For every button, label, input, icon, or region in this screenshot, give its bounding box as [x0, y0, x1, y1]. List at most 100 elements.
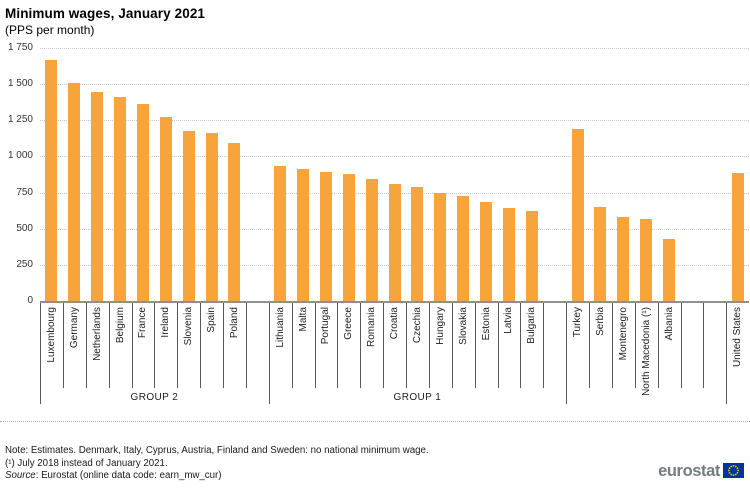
bar-slot-belgium: [109, 48, 132, 301]
axis-label-france: France: [137, 307, 149, 339]
bar-slot-bulgaria: [520, 48, 543, 301]
x-axis-labels: Luxembourg Germany Netherlands Belgium Franc…: [40, 303, 749, 396]
bars: [40, 48, 749, 301]
axis-cell-slovakia: Slovakia: [451, 303, 475, 388]
axis-cell-turkey: Turkey: [566, 303, 589, 388]
y-tick-label: 0: [27, 295, 33, 306]
axis-cell-romania: Romania: [360, 303, 383, 388]
axis-label-albania: Albania: [663, 307, 675, 341]
bar-bulgaria: [525, 210, 538, 301]
axis-label-bulgaria: Bulgaria: [526, 307, 538, 344]
axis-cell-north-macedonia: North Macedonia (¹): [634, 303, 658, 396]
axis-cell-united-states: United States: [726, 303, 749, 388]
axis-cell-empty: [543, 303, 566, 388]
bar-turkey: [571, 128, 584, 301]
bar-slot-serbia: [589, 48, 612, 301]
axis-label-serbia: Serbia: [594, 307, 606, 336]
bar-albania: [663, 238, 676, 301]
axis-label-slovakia: Slovakia: [457, 307, 469, 345]
axis-label-latvia: Latvia: [503, 307, 515, 334]
axis-label-netherlands: Netherlands: [91, 307, 103, 361]
note-source-line: Source: Eurostat (online data code: earn…: [5, 470, 429, 483]
axis-label-united-states: United States: [732, 307, 744, 368]
bar-slot-montenegro: [612, 48, 635, 301]
bar-slovenia: [182, 130, 195, 301]
axis-cell-spain: Spain: [200, 303, 223, 388]
bar-slovakia: [457, 196, 470, 301]
axis-label-ireland: Ireland: [160, 307, 172, 338]
axis-label-portugal: Portugal: [320, 307, 332, 345]
bar-slot-france: [132, 48, 155, 301]
bar-slot-turkey: [566, 48, 589, 301]
bar-latvia: [502, 207, 515, 301]
x-axis-groups: GROUP 2 GROUP 1: [40, 388, 749, 407]
axis-label-malta: Malta: [297, 307, 309, 332]
x-axis: Luxembourg Germany Netherlands Belgium Franc…: [40, 301, 749, 407]
note-line-2: (¹) July 2018 instead of January 2021.: [5, 457, 168, 469]
bar-slot-malta: [292, 48, 315, 301]
bar-serbia: [594, 207, 607, 301]
group-boundary-line: [40, 303, 41, 404]
bar-malta: [297, 169, 310, 301]
group-label-group-1: GROUP 1: [393, 392, 442, 403]
axis-label-slovenia: Slovenia: [183, 307, 195, 346]
bar-spain: [205, 133, 218, 301]
axis-cell-portugal: Portugal: [314, 303, 338, 388]
axis-cell-bulgaria: Bulgaria: [520, 303, 543, 388]
y-tick-label: 1 500: [7, 78, 33, 90]
bar-united-states: [731, 173, 744, 301]
source-label: Source: [5, 470, 36, 481]
axis-cell-slovenia: Slovenia: [177, 303, 200, 388]
bar-portugal: [319, 172, 332, 301]
bar-romania: [365, 178, 378, 301]
y-axis-ticks: 1 750 1 500 1 250 1 000 750 500 250 0: [0, 42, 36, 306]
bar-slot-lithuania: [269, 48, 292, 301]
bar-germany: [68, 83, 81, 301]
bar-netherlands: [91, 92, 104, 301]
axis-label-lithuania: Lithuania: [274, 307, 286, 348]
axis-cell-luxembourg: Luxembourg: [40, 303, 63, 388]
footer-divider: [0, 421, 750, 422]
bar-slot-slovakia: [452, 48, 475, 301]
axis-label-hungary: Hungary: [434, 307, 446, 345]
axis-label-romania: Romania: [366, 307, 378, 348]
axis-cell-montenegro: Montenegro: [611, 303, 635, 388]
axis-cell-greece: Greece: [337, 303, 360, 388]
bar-slot-united-states: [726, 48, 749, 301]
bar-slot-empty: [681, 48, 704, 301]
axis-cell-lithuania: Lithuania: [268, 303, 292, 388]
bar-czechia: [411, 186, 424, 301]
bar-slot-slovenia: [177, 48, 200, 301]
bar-slot-north-macedonia: [635, 48, 658, 301]
bar-slot-germany: [63, 48, 86, 301]
bar-slot-ireland: [154, 48, 177, 301]
bar-france: [136, 103, 149, 301]
bar-estonia: [480, 202, 493, 301]
axis-label-croatia: Croatia: [389, 307, 401, 340]
chart-title: Minimum wages, January 2021: [5, 6, 206, 21]
bar-slot-poland: [223, 48, 246, 301]
bar-montenegro: [617, 216, 630, 301]
bar-poland: [228, 143, 241, 301]
axis-cell-serbia: Serbia: [589, 303, 612, 388]
axis-label-czechia: Czechia: [411, 307, 423, 344]
axis-cell-france: France: [131, 303, 155, 388]
axis-cell-malta: Malta: [291, 303, 315, 388]
axis-cell-estonia: Estonia: [474, 303, 498, 388]
bar-slot-empty: [543, 48, 566, 301]
axis-cell-albania: Albania: [657, 303, 681, 388]
group-boundary-line: [268, 303, 270, 404]
axis-cell-empty: [703, 303, 726, 388]
axis-label-turkey: Turkey: [572, 307, 584, 338]
group-label-group-2: GROUP 2: [130, 392, 179, 403]
eu-flag-icon: [723, 463, 744, 479]
axis-label-luxembourg: Luxembourg: [45, 307, 57, 363]
bar-slot-croatia: [383, 48, 406, 301]
bar-slot-czechia: [406, 48, 429, 301]
gridline-1-750: [40, 48, 749, 49]
bar-slot-latvia: [498, 48, 521, 301]
gridline-1-500: [40, 84, 749, 86]
axis-label-north-macedonia: North Macedonia (¹): [640, 307, 652, 396]
eurostat-logo-text: eurostat: [658, 461, 720, 480]
